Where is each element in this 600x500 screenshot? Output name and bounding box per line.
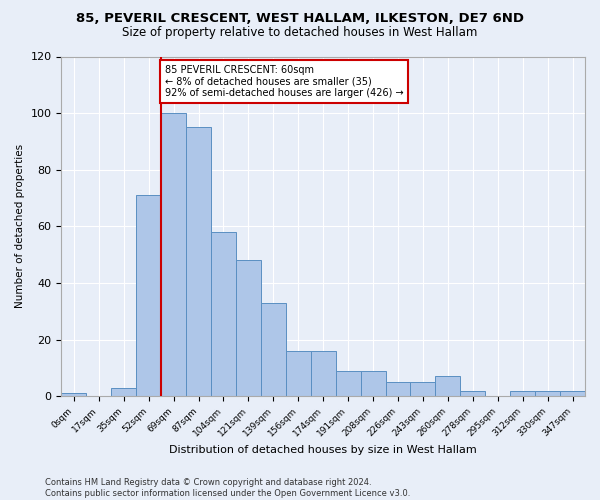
X-axis label: Distribution of detached houses by size in West Hallam: Distribution of detached houses by size … — [169, 445, 477, 455]
Text: 85 PEVERIL CRESCENT: 60sqm
← 8% of detached houses are smaller (35)
92% of semi-: 85 PEVERIL CRESCENT: 60sqm ← 8% of detac… — [165, 65, 404, 98]
Bar — [161, 113, 186, 396]
Bar — [535, 390, 560, 396]
Bar — [510, 390, 535, 396]
Bar — [386, 382, 410, 396]
Text: Contains HM Land Registry data © Crown copyright and database right 2024.
Contai: Contains HM Land Registry data © Crown c… — [45, 478, 410, 498]
Bar — [361, 371, 386, 396]
Bar — [136, 195, 161, 396]
Bar — [236, 260, 261, 396]
Bar — [261, 303, 286, 396]
Bar — [61, 394, 86, 396]
Y-axis label: Number of detached properties: Number of detached properties — [15, 144, 25, 308]
Bar — [436, 376, 460, 396]
Bar — [211, 232, 236, 396]
Bar — [560, 390, 585, 396]
Bar — [460, 390, 485, 396]
Text: 85, PEVERIL CRESCENT, WEST HALLAM, ILKESTON, DE7 6ND: 85, PEVERIL CRESCENT, WEST HALLAM, ILKES… — [76, 12, 524, 26]
Text: Size of property relative to detached houses in West Hallam: Size of property relative to detached ho… — [122, 26, 478, 39]
Bar — [410, 382, 436, 396]
Bar — [111, 388, 136, 396]
Bar — [311, 351, 335, 396]
Bar — [186, 128, 211, 396]
Bar — [335, 371, 361, 396]
Bar — [286, 351, 311, 396]
